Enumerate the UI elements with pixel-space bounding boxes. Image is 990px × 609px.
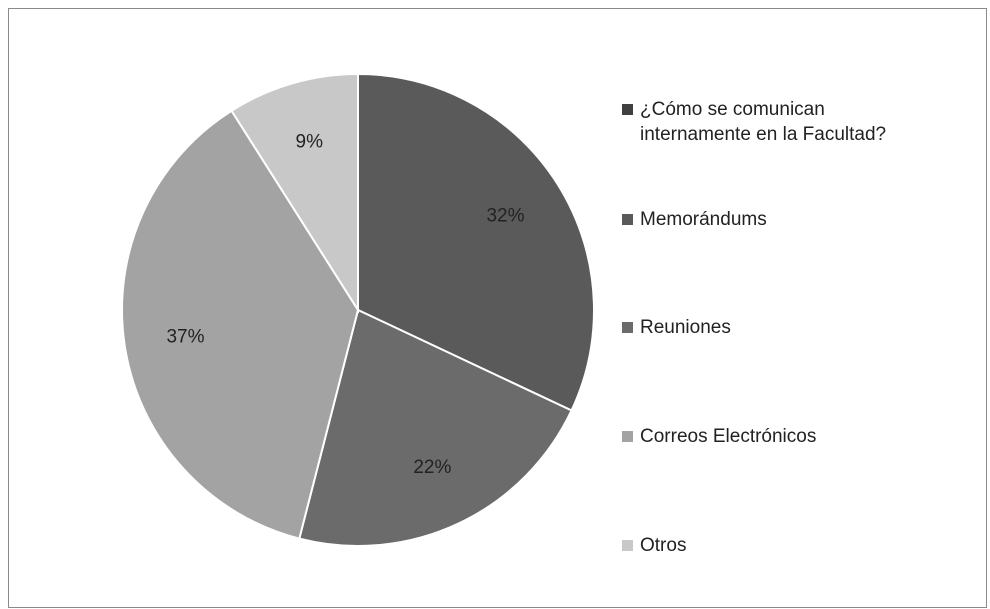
legend-label: Correos Electrónicos — [640, 426, 817, 447]
data-label: 22% — [413, 457, 451, 478]
legend-item: ¿Cómo se comunican internamente en la Fa… — [622, 97, 902, 147]
legend-label: Memorándums — [640, 209, 767, 230]
legend-swatch — [622, 104, 633, 115]
pie-slice — [230, 72, 359, 314]
pie-slice — [298, 308, 573, 547]
legend-item: Otros — [622, 533, 902, 558]
legend-label: ¿Cómo se comunican internamente en la Fa… — [640, 99, 887, 145]
legend-label: Otros — [640, 535, 687, 556]
legend-swatch — [622, 322, 633, 333]
legend-label: Reuniones — [640, 317, 731, 338]
legend-swatch — [622, 540, 633, 551]
chart-frame — [8, 8, 987, 608]
data-label: 9% — [296, 131, 324, 152]
legend-swatch — [622, 214, 633, 225]
legend-item: Reuniones — [622, 315, 902, 340]
pie-slice — [357, 72, 595, 412]
data-label: 37% — [166, 326, 204, 347]
legend-item: Memorándums — [622, 207, 902, 232]
data-label: 32% — [486, 205, 524, 226]
legend-item: Correos Electrónicos — [622, 424, 902, 449]
legend-swatch — [622, 431, 633, 442]
